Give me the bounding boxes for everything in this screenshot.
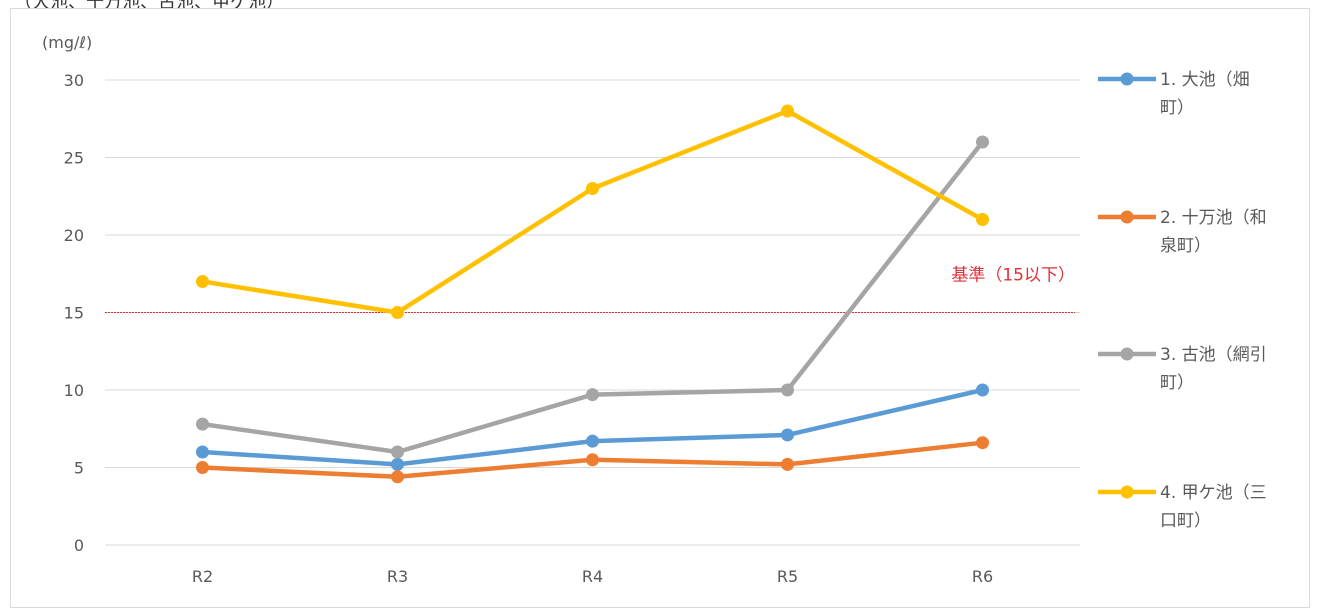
data-point — [586, 453, 599, 467]
data-point — [586, 182, 599, 195]
data-point — [196, 445, 209, 459]
data-point — [781, 383, 794, 397]
y-tick-label: 30 — [64, 71, 84, 90]
series-group — [196, 104, 989, 484]
legend-item: 1. 大池（畑町） — [1098, 70, 1250, 118]
data-point — [586, 434, 599, 448]
legend-label: 町） — [1160, 373, 1194, 393]
data-point — [586, 388, 599, 402]
data-point — [391, 445, 404, 459]
gridlines — [105, 79, 1080, 546]
y-tick-label: 15 — [64, 304, 84, 323]
data-point — [781, 457, 794, 471]
reference-line-label: 基準（15以下） — [951, 266, 1075, 286]
header-fragment-text: （大池、十万池、古池、甲ケ池） — [14, 0, 284, 10]
header-fragment: （大池、十万池、古池、甲ケ池） — [0, 0, 1317, 10]
y-tick-label: 5 — [74, 459, 84, 478]
y-tick-labels: 0 5 10 15 20 25 30 — [64, 71, 84, 555]
chart-frame — [10, 8, 1310, 608]
data-point — [976, 383, 989, 397]
legend-item: 4. 甲ケ池（三口町） — [1098, 483, 1267, 531]
series-line — [202, 108, 984, 315]
reference-line-group: 基準（15以下） — [105, 266, 1075, 313]
legend-swatch-marker — [1120, 72, 1134, 86]
legend-label: 町） — [1160, 98, 1194, 118]
legend-item: 2. 十万池（和泉町） — [1098, 208, 1267, 256]
legend-label: 4. 甲ケ池（三 — [1160, 483, 1267, 503]
data-point — [976, 436, 989, 450]
x-tick-label: R3 — [387, 567, 408, 586]
data-point — [196, 417, 209, 431]
legend: 1. 大池（畑町） 2. 十万池（和泉町） 3. 古池（網引町） 4. 甲ケ池（三口町… — [1098, 70, 1267, 531]
legend-swatch-marker — [1120, 485, 1134, 499]
data-point — [976, 135, 989, 149]
legend-swatch-marker — [1120, 210, 1134, 224]
legend-item: 3. 古池（網引町） — [1098, 345, 1267, 393]
y-tick-label: 10 — [64, 381, 84, 400]
x-tick-label: R4 — [582, 567, 603, 586]
data-point — [781, 428, 794, 442]
legend-label: 1. 大池（畑 — [1160, 70, 1250, 90]
series-line — [202, 387, 984, 467]
x-tick-label: R6 — [972, 567, 993, 586]
legend-label: 2. 十万池（和 — [1160, 208, 1267, 228]
legend-swatch-marker — [1120, 347, 1134, 361]
legend-label: 泉町） — [1160, 236, 1211, 256]
y-axis-unit: (mg/ℓ) — [42, 33, 92, 52]
data-point — [391, 306, 404, 319]
x-tick-label: R5 — [777, 567, 798, 586]
y-tick-label: 20 — [64, 226, 84, 245]
y-tick-label: 0 — [74, 536, 84, 555]
data-point — [976, 213, 989, 226]
data-point — [196, 275, 209, 288]
x-tick-labels: R2 R3 R4 R5 R6 — [192, 567, 993, 586]
data-point — [391, 470, 404, 484]
data-point — [781, 104, 794, 118]
legend-label: 3. 古池（網引 — [1160, 345, 1267, 365]
x-tick-label: R2 — [192, 567, 213, 586]
legend-label: 口町） — [1160, 511, 1211, 531]
data-point — [196, 461, 209, 474]
data-point — [391, 457, 404, 471]
y-tick-label: 25 — [64, 149, 84, 168]
